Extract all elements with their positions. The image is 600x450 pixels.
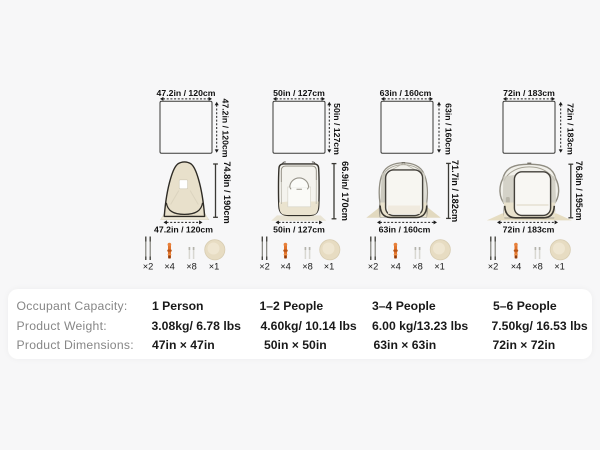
svg-text:66.9in/ 170cm: 66.9in/ 170cm [340, 161, 350, 221]
svg-text:×8: ×8 [412, 262, 423, 272]
svg-text:×8: ×8 [186, 262, 197, 272]
svg-text:63in / 160cm: 63in / 160cm [380, 88, 432, 98]
svg-text:×4: ×4 [390, 262, 401, 272]
svg-text:×4: ×4 [164, 262, 175, 272]
svg-text:×8: ×8 [302, 262, 313, 272]
svg-text:50in / 127cm: 50in / 127cm [273, 88, 325, 98]
svg-text:72in / 183cm: 72in / 183cm [503, 225, 555, 235]
svg-text:×4: ×4 [511, 262, 522, 272]
svg-text:74.8in / 190cm: 74.8in / 190cm [222, 161, 232, 223]
svg-text:×1: ×1 [209, 262, 220, 272]
svg-text:×4: ×4 [280, 262, 291, 272]
svg-text:×1: ×1 [554, 262, 565, 272]
svg-text:71.7in / 182cm: 71.7in / 182cm [450, 160, 460, 222]
svg-text:50in / 127cm: 50in / 127cm [332, 103, 342, 155]
svg-text:×1: ×1 [324, 262, 335, 272]
svg-text:×8: ×8 [532, 262, 543, 272]
svg-text:×2: ×2 [368, 262, 379, 272]
svg-text:×1: ×1 [434, 262, 445, 272]
svg-text:×2: ×2 [143, 262, 154, 272]
svg-text:50in / 127cm: 50in / 127cm [273, 225, 325, 235]
svg-text:63in / 160cm: 63in / 160cm [379, 225, 431, 235]
svg-text:47.2in / 120cm: 47.2in / 120cm [157, 88, 216, 98]
svg-text:72in / 183cm: 72in / 183cm [503, 88, 555, 98]
svg-text:×2: ×2 [259, 262, 270, 272]
svg-text:47.2in / 120cm: 47.2in / 120cm [221, 99, 231, 158]
svg-text:×2: ×2 [488, 262, 499, 272]
svg-text:63in / 160cm: 63in / 160cm [444, 103, 454, 155]
svg-text:76.8in / 195cm: 76.8in / 195cm [574, 161, 584, 221]
svg-text:47.2in / 120cm: 47.2in / 120cm [154, 225, 213, 235]
svg-text:72in / 183cm: 72in / 183cm [566, 103, 576, 155]
